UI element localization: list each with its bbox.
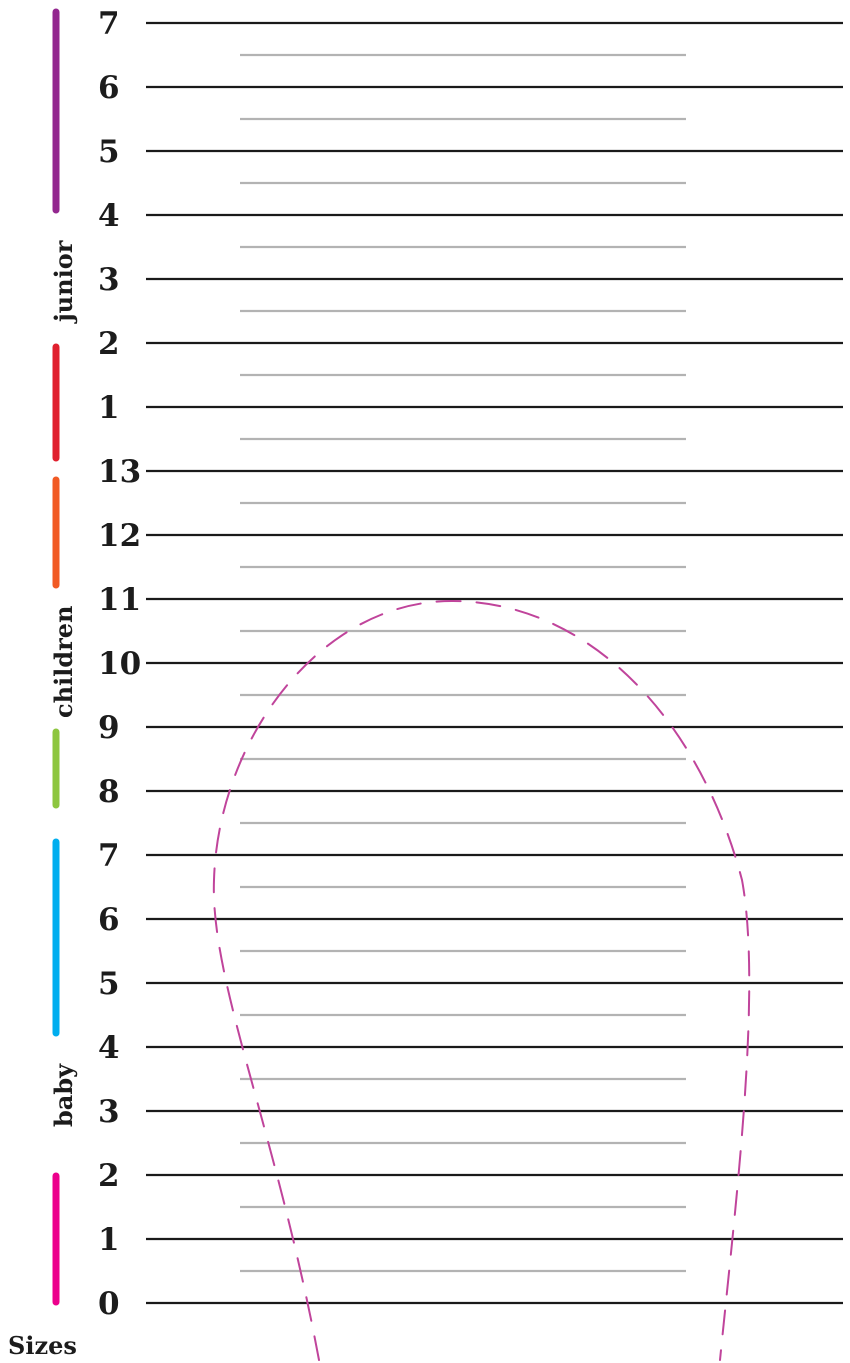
size-number: 9 — [98, 710, 120, 746]
size-number: 2 — [98, 326, 120, 362]
size-number: 11 — [98, 582, 141, 618]
size-number: 10 — [98, 646, 141, 682]
size-number: 4 — [98, 1030, 120, 1066]
size-number: 3 — [98, 262, 120, 298]
size-number: 2 — [98, 1158, 120, 1194]
size-lines — [146, 21, 843, 1305]
size-number: 1 — [98, 1222, 120, 1258]
size-number: 5 — [98, 966, 120, 1002]
size-number: 1 — [98, 390, 120, 426]
sizes-footer-label: Sizes — [8, 1331, 77, 1360]
size-number: 7 — [98, 6, 120, 42]
size-number: 7 — [98, 838, 120, 874]
size-number: 13 — [98, 454, 141, 490]
size-number: 5 — [98, 134, 120, 170]
baby-label: baby — [49, 1063, 78, 1127]
junior-label: junior — [49, 240, 78, 324]
foot-outline — [212, 599, 751, 1361]
size-number: 3 — [98, 1094, 120, 1130]
size-number: 8 — [98, 774, 120, 810]
size-number: 12 — [98, 518, 141, 554]
size-number: 4 — [98, 198, 120, 234]
half-size-lines — [240, 53, 686, 1273]
children-label: children — [49, 606, 78, 718]
age-group-bars: junior children baby — [49, 8, 78, 1306]
size-number: 6 — [98, 70, 120, 106]
size-number: 6 — [98, 902, 120, 938]
size-number: 0 — [98, 1286, 120, 1322]
